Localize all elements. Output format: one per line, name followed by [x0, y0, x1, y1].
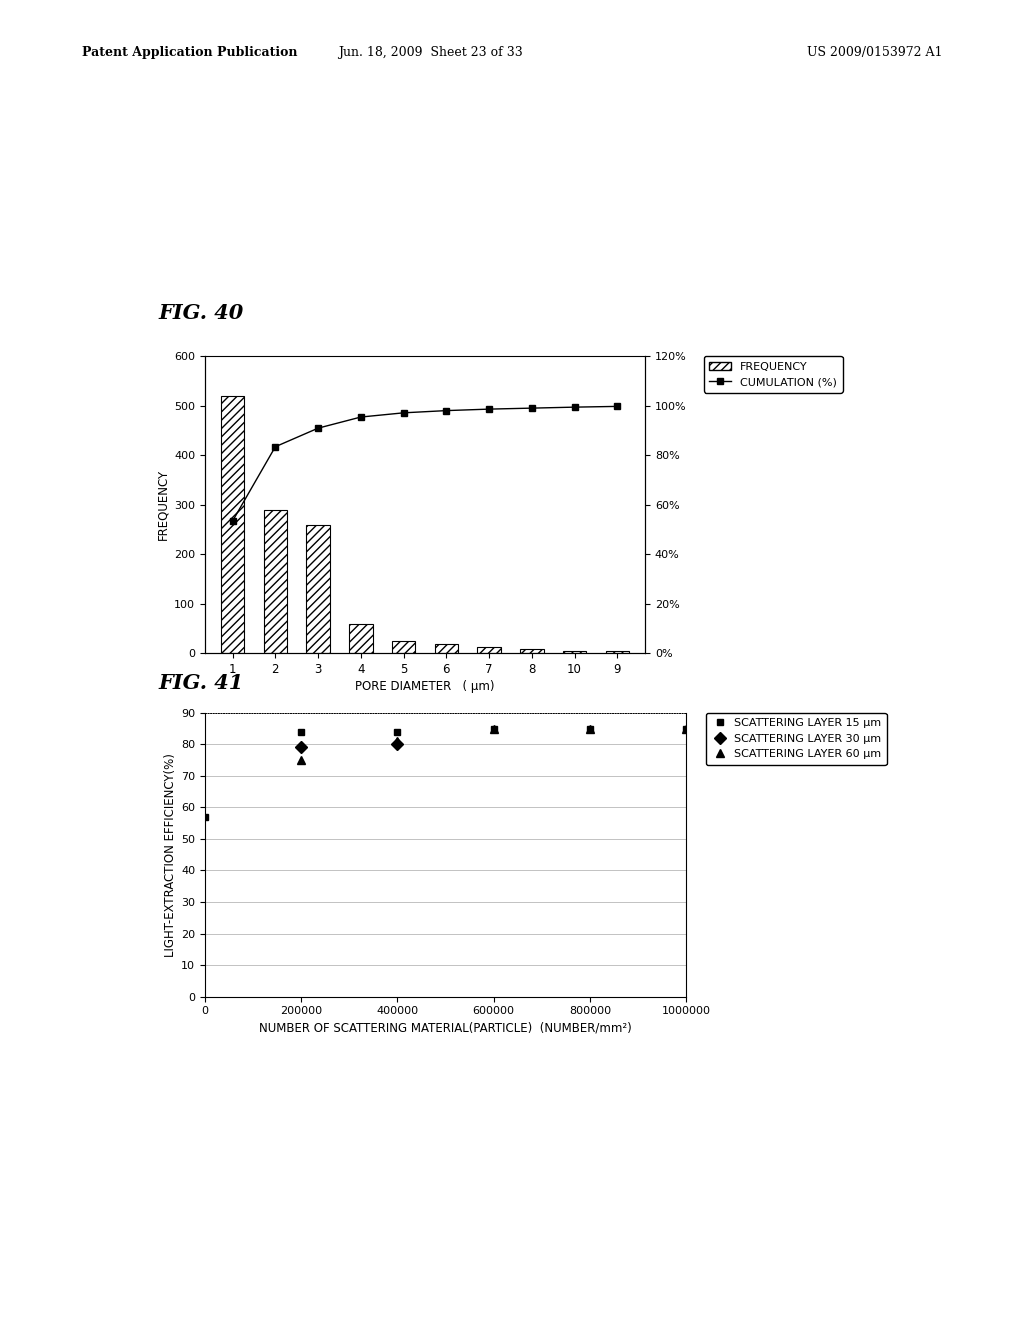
Bar — [392, 642, 416, 653]
SCATTERING LAYER 30 μm — [295, 739, 307, 755]
SCATTERING LAYER 60 μm — [295, 752, 307, 768]
Text: FIG. 40: FIG. 40 — [159, 304, 244, 323]
SCATTERING LAYER 60 μm — [391, 734, 403, 750]
SCATTERING LAYER 60 μm — [584, 721, 596, 737]
SCATTERING LAYER 60 μm — [680, 721, 692, 737]
Legend: SCATTERING LAYER 15 μm, SCATTERING LAYER 30 μm, SCATTERING LAYER 60 μm: SCATTERING LAYER 15 μm, SCATTERING LAYER… — [707, 713, 887, 764]
Line: SCATTERING LAYER 15 μm: SCATTERING LAYER 15 μm — [202, 725, 689, 820]
Text: FIG. 41: FIG. 41 — [159, 673, 244, 693]
SCATTERING LAYER 15 μm — [391, 723, 403, 739]
Bar — [520, 649, 544, 653]
X-axis label: NUMBER OF SCATTERING MATERIAL(PARTICLE)  (NUMBER/mm²): NUMBER OF SCATTERING MATERIAL(PARTICLE) … — [259, 1022, 632, 1035]
SCATTERING LAYER 60 μm — [487, 721, 500, 737]
Text: Patent Application Publication: Patent Application Publication — [82, 46, 297, 59]
Bar — [605, 651, 629, 653]
Y-axis label: LIGHT-EXTRACTION EFFICIENCY(%): LIGHT-EXTRACTION EFFICIENCY(%) — [164, 752, 177, 957]
X-axis label: PORE DIAMETER   ( μm): PORE DIAMETER ( μm) — [355, 680, 495, 693]
Bar — [477, 647, 501, 653]
SCATTERING LAYER 15 μm — [295, 723, 307, 739]
SCATTERING LAYER 15 μm — [487, 721, 500, 737]
Bar — [434, 644, 458, 653]
Bar — [263, 510, 287, 653]
SCATTERING LAYER 30 μm — [391, 737, 403, 752]
Bar — [306, 524, 330, 653]
Line: SCATTERING LAYER 30 μm: SCATTERING LAYER 30 μm — [297, 741, 401, 751]
SCATTERING LAYER 15 μm — [680, 721, 692, 737]
SCATTERING LAYER 15 μm — [584, 721, 596, 737]
Y-axis label: FREQUENCY: FREQUENCY — [157, 470, 170, 540]
Text: Jun. 18, 2009  Sheet 23 of 33: Jun. 18, 2009 Sheet 23 of 33 — [338, 46, 522, 59]
Bar — [563, 651, 587, 653]
Legend: FREQUENCY, CUMULATION (%): FREQUENCY, CUMULATION (%) — [703, 356, 843, 392]
Text: US 2009/0153972 A1: US 2009/0153972 A1 — [807, 46, 942, 59]
SCATTERING LAYER 15 μm — [199, 809, 211, 825]
Line: SCATTERING LAYER 60 μm: SCATTERING LAYER 60 μm — [297, 725, 690, 764]
Bar — [221, 396, 245, 653]
Bar — [349, 623, 373, 653]
